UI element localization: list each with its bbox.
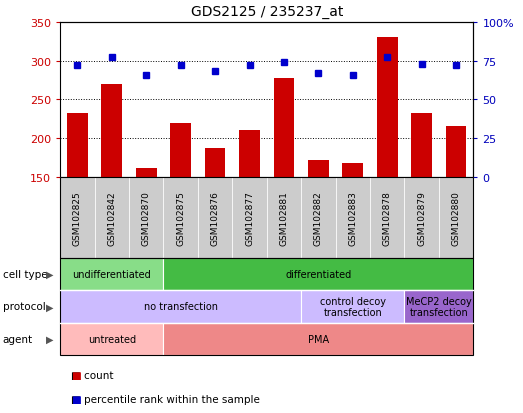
Bar xyxy=(308,161,329,178)
Text: GSM102880: GSM102880 xyxy=(451,190,461,245)
Text: ▶: ▶ xyxy=(46,301,53,312)
Text: GSM102879: GSM102879 xyxy=(417,190,426,245)
Text: ■ percentile rank within the sample: ■ percentile rank within the sample xyxy=(71,394,259,404)
Text: ■: ■ xyxy=(71,370,81,380)
Bar xyxy=(377,38,397,178)
Text: ▶: ▶ xyxy=(46,334,53,344)
Text: GSM102875: GSM102875 xyxy=(176,190,185,245)
Text: ■: ■ xyxy=(71,394,81,404)
Text: GSM102842: GSM102842 xyxy=(107,191,116,245)
Bar xyxy=(411,114,432,178)
Text: GSM102883: GSM102883 xyxy=(348,190,357,245)
Bar xyxy=(205,149,225,178)
Text: GSM102881: GSM102881 xyxy=(279,190,289,245)
Text: GSM102876: GSM102876 xyxy=(211,190,220,245)
Bar xyxy=(136,169,156,178)
Bar xyxy=(343,164,363,178)
Text: no transfection: no transfection xyxy=(144,301,218,312)
Text: GSM102878: GSM102878 xyxy=(383,190,392,245)
Bar xyxy=(170,123,191,178)
Bar xyxy=(274,78,294,178)
Text: protocol: protocol xyxy=(3,301,46,312)
Text: agent: agent xyxy=(3,334,33,344)
Text: untreated: untreated xyxy=(88,334,136,344)
Text: MeCP2 decoy
transfection: MeCP2 decoy transfection xyxy=(406,296,472,318)
Text: differentiated: differentiated xyxy=(285,269,351,279)
Bar xyxy=(446,126,467,178)
Text: ■ count: ■ count xyxy=(71,370,113,380)
Text: ▶: ▶ xyxy=(46,269,53,279)
Text: cell type: cell type xyxy=(3,269,47,279)
Text: PMA: PMA xyxy=(308,334,329,344)
Text: control decoy
transfection: control decoy transfection xyxy=(320,296,386,318)
Text: GSM102877: GSM102877 xyxy=(245,190,254,245)
Bar xyxy=(67,114,88,178)
Text: GSM102825: GSM102825 xyxy=(73,190,82,245)
Text: GSM102882: GSM102882 xyxy=(314,190,323,245)
Text: GSM102870: GSM102870 xyxy=(142,190,151,245)
Bar xyxy=(239,131,260,178)
Bar xyxy=(101,85,122,178)
Title: GDS2125 / 235237_at: GDS2125 / 235237_at xyxy=(190,5,343,19)
Text: undifferentiated: undifferentiated xyxy=(72,269,151,279)
